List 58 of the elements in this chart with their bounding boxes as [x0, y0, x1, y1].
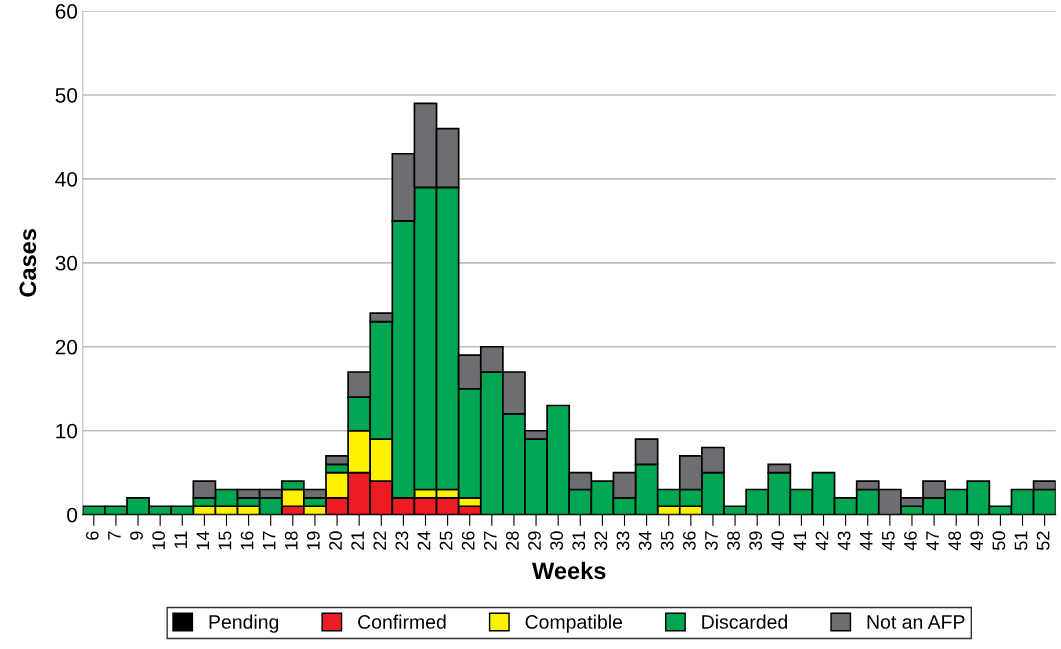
x-tick-label: 35 [660, 531, 674, 551]
x-tick-label: 43 [837, 531, 851, 551]
x-tick-label: 27 [483, 531, 497, 550]
x-tick-label: 7 [108, 531, 121, 540]
legend-label: Compatible [525, 614, 623, 633]
legend-label: Discarded [702, 614, 787, 629]
x-tick-label: 36 [682, 531, 696, 551]
x-tick-label: 26 [461, 531, 475, 550]
y-tick-label: 60 [55, 4, 78, 19]
x-tick-label: 45 [882, 531, 895, 551]
y-tick-label: 10 [56, 423, 78, 439]
x-tick-label: 39 [749, 531, 763, 551]
x-tick-label: 28 [506, 531, 519, 550]
x-tick-label: 48 [948, 531, 962, 551]
x-tick-label: 51 [1014, 531, 1028, 550]
x-tick-label: 49 [970, 531, 984, 551]
x-tick-label: 19 [307, 531, 320, 550]
legend-label: Not an AFP [867, 615, 965, 629]
y-tick-label: 0 [67, 507, 78, 523]
y-tick-label: 50 [55, 87, 78, 103]
x-tick-label: 37 [705, 531, 718, 551]
x-tick-label: 42 [815, 531, 829, 551]
x-axis-title: Weeks [532, 561, 606, 580]
x-tick-label: 14 [196, 531, 210, 550]
x-tick-label: 20 [329, 531, 342, 550]
x-tick-label: 44 [859, 531, 873, 551]
x-tick-label: 47 [926, 531, 939, 551]
x-tick-label: 9 [130, 531, 143, 540]
x-tick-label: 22 [373, 531, 386, 550]
x-tick-label: 16 [240, 531, 254, 550]
y-tick-label: 40 [55, 171, 78, 187]
y-axis-title: Cases [19, 229, 37, 297]
x-tick-label: 10 [152, 531, 165, 550]
x-tick-label: 33 [616, 531, 630, 551]
y-tick-label: 30 [55, 255, 78, 271]
x-tick-label: 21 [351, 531, 364, 550]
x-tick-label: 34 [638, 531, 652, 551]
x-tick-label: 30 [550, 531, 564, 551]
x-tick-label: 41 [793, 531, 807, 551]
x-tick-label: 29 [528, 531, 541, 550]
x-tick-label: 6 [85, 531, 99, 540]
x-tick-label: 15 [218, 531, 232, 550]
legend-label: Pending [209, 614, 279, 633]
x-tick-label: 23 [395, 531, 409, 550]
x-tick-label: 50 [992, 531, 1006, 550]
x-tick-label: 38 [727, 531, 740, 551]
x-tick-label: 18 [284, 531, 298, 550]
x-tick-label: 11 [174, 531, 187, 548]
x-tick-label: 32 [594, 531, 608, 551]
legend-label: Confirmed [358, 614, 446, 629]
x-tick-label: 40 [771, 531, 785, 551]
x-tick-label: 17 [262, 531, 276, 550]
x-tick-label: 31 [572, 531, 586, 551]
x-tick-label: 52 [1036, 531, 1050, 550]
x-tick-label: 46 [904, 531, 917, 551]
x-tick-label: 24 [417, 531, 431, 550]
x-tick-label: 25 [439, 531, 453, 550]
y-tick-label: 20 [55, 339, 78, 355]
